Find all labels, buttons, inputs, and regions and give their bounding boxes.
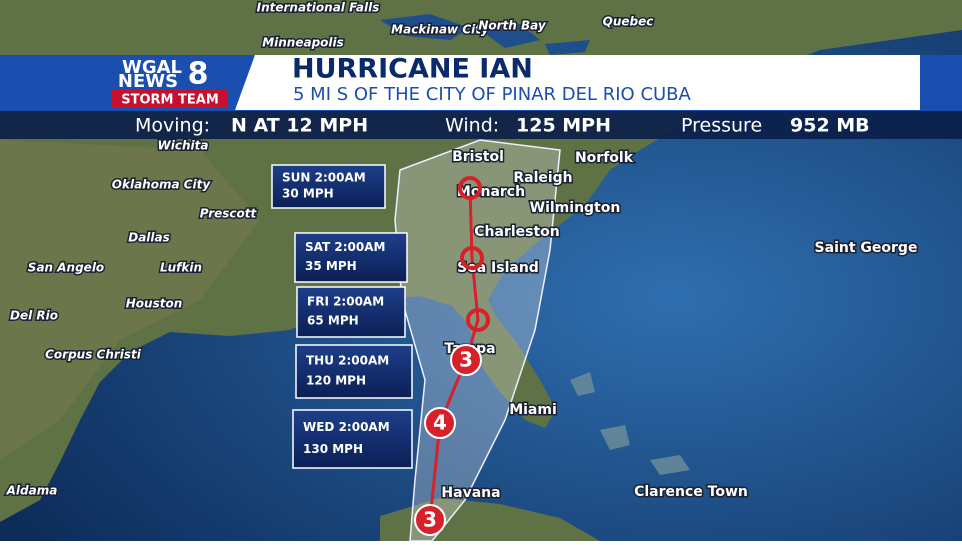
title: HURRICANE IAN (292, 54, 533, 85)
place-label: Clarence Town (634, 484, 748, 500)
storm-symbol (466, 308, 490, 332)
forecast-time: FRI 2:00AM (307, 295, 384, 309)
land-shade (0, 140, 260, 460)
storm-category: 3 (459, 348, 473, 372)
great-lakes (380, 14, 590, 55)
forecast-box (295, 344, 413, 399)
storm-marker (424, 407, 456, 439)
place-label: Del Rio (10, 309, 58, 323)
status-bar (0, 111, 962, 139)
forecast-time: SUN 2:00AM (282, 170, 366, 184)
place-label: Wilmington (530, 200, 621, 216)
storm-category: 4 (433, 411, 447, 435)
subtitle: 5 MI S OF THE CITY OF PINAR DEL RIO CUBA (293, 84, 692, 105)
place-label: Lufkin (160, 261, 202, 275)
pressure-value: 952 MB (790, 115, 870, 137)
moving-value: N AT 12 MPH (231, 115, 368, 137)
storm-marker (414, 504, 446, 536)
place-label: Corpus Christi (45, 348, 142, 362)
forecast-time: THU 2:00AM (306, 353, 389, 367)
place-label: Aldama (6, 484, 58, 498)
place-label: Quebec (603, 15, 654, 29)
storm-symbol (460, 246, 484, 270)
forecast-wind: 130 MPH (303, 442, 363, 456)
wind-value: 125 MPH (516, 115, 611, 137)
storm-marker (450, 344, 482, 376)
forecast-cone (394, 139, 561, 542)
forecast-box (296, 286, 406, 338)
storm-symbol (458, 176, 482, 200)
place-label: Charleston (474, 224, 560, 240)
forecast-wind: 35 MPH (305, 259, 357, 273)
forecast-wind: 30 MPH (282, 187, 334, 201)
forecast-box (294, 232, 408, 283)
forecast-box (271, 164, 386, 209)
forecast-wind: 120 MPH (306, 374, 366, 388)
wind-label: Wind: (445, 115, 499, 137)
logo-team: STORM TEAM (121, 93, 219, 108)
bahamas (570, 372, 690, 475)
place-label: International Falls (257, 1, 380, 15)
logo-line1: WGAL (122, 57, 182, 78)
place-label: San Angelo (28, 261, 104, 275)
moving-label: Moving: (135, 115, 210, 137)
forecast-box (292, 409, 413, 469)
place-label: Raleigh (513, 170, 572, 186)
place-label: North Bay (478, 19, 547, 33)
place-label: Norfolk (575, 150, 634, 166)
storm-category: 3 (423, 508, 437, 532)
place-label: Bristol (452, 149, 504, 165)
place-label: Wichita (158, 139, 209, 153)
place-label: Mackinaw City (391, 23, 490, 37)
storm-team-badge (112, 90, 228, 108)
logo-number: 8 (188, 57, 209, 92)
storm-markers: 3 4 3 (414, 176, 490, 536)
place-label: Saint George (815, 240, 918, 256)
logo-line2: NEWS (118, 71, 178, 92)
pressure-label: Pressure (681, 115, 762, 137)
place-label: Minneapolis (262, 36, 344, 50)
forecast-boxes: SUN 2:00AM 30 MPH SAT 2:00AM 35 MPH FRI 2:00… (271, 164, 413, 469)
place-label: Havana (441, 485, 500, 501)
title-panel (235, 55, 920, 110)
place-label: Prescott (200, 207, 258, 221)
forecast-time: WED 2:00AM (303, 420, 390, 434)
forecast-wind: 65 MPH (307, 314, 359, 328)
place-label: Dallas (128, 231, 170, 245)
place-label: Houston (126, 297, 183, 311)
forecast-time: SAT 2:00AM (305, 240, 385, 254)
place-label: Oklahoma City (112, 178, 212, 192)
place-label: Miami (509, 402, 557, 418)
